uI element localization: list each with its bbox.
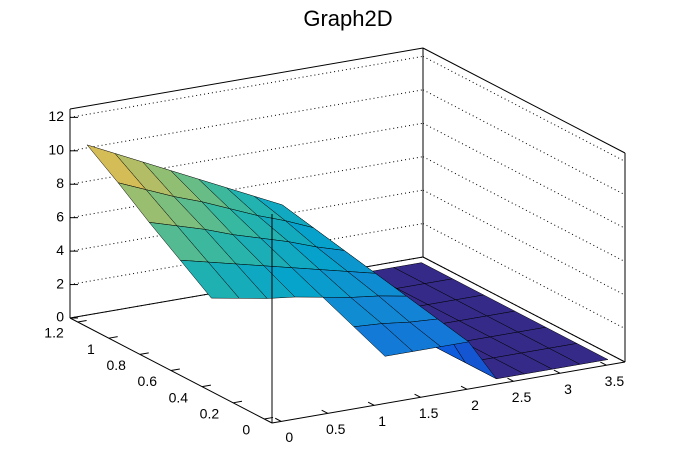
tick-mark: [321, 409, 328, 414]
x-tick-label: 0: [285, 429, 293, 445]
grid-line: [69, 55, 424, 118]
tick-mark: [108, 336, 118, 339]
box-edge: [271, 361, 626, 424]
grid-line: [422, 89, 626, 196]
y-tick-label: 0.6: [138, 373, 158, 389]
z-tick-label: 12: [48, 108, 64, 124]
surface-cell: [179, 259, 240, 299]
x-tick-label: 3: [564, 381, 572, 397]
tick-mark: [77, 320, 87, 323]
tick-mark: [553, 369, 561, 374]
z-tick-label: 10: [48, 142, 64, 158]
grid-line: [422, 55, 626, 162]
chart-title: Graph2D: [303, 6, 392, 31]
x-tick-label: 2: [471, 397, 479, 413]
tick-mark: [507, 377, 514, 382]
y-tick-label: 0.8: [106, 357, 126, 373]
tick-mark: [274, 417, 282, 422]
y-tick-label: 0.4: [169, 389, 189, 405]
z-tick-label: 0: [56, 309, 64, 325]
tick-mark: [600, 361, 607, 366]
y-tick-label: 1: [87, 341, 95, 357]
x-tick-label: 0.5: [326, 421, 346, 437]
z-tick-label: 4: [56, 242, 64, 258]
y-tick-label: 0: [242, 422, 250, 438]
x-tick-label: 1: [378, 413, 386, 429]
box-edge: [422, 256, 626, 363]
x-tick-label: 3.5: [605, 373, 625, 389]
surface-cell: [353, 323, 414, 357]
tick-mark: [367, 401, 375, 406]
box-edge: [422, 47, 626, 154]
tick-mark: [414, 393, 421, 398]
tick-mark: [201, 384, 211, 388]
tick-mark: [170, 368, 180, 371]
z-tick-label: 8: [56, 175, 64, 191]
z-tick-label: 6: [56, 208, 64, 224]
tick-mark: [460, 385, 468, 390]
y-tick-label: 0.2: [200, 406, 220, 422]
z-tick-label: 2: [56, 275, 64, 291]
grid-line: [422, 122, 626, 229]
tick-mark: [233, 400, 243, 404]
tick-mark: [139, 352, 149, 355]
x-tick-label: 2.5: [512, 389, 532, 405]
x-tick-label: 1.5: [419, 405, 439, 421]
grid-line: [422, 156, 626, 263]
y-tick-label: 1.2: [44, 325, 64, 341]
grid-line: [69, 89, 424, 152]
box-edge: [69, 47, 424, 110]
